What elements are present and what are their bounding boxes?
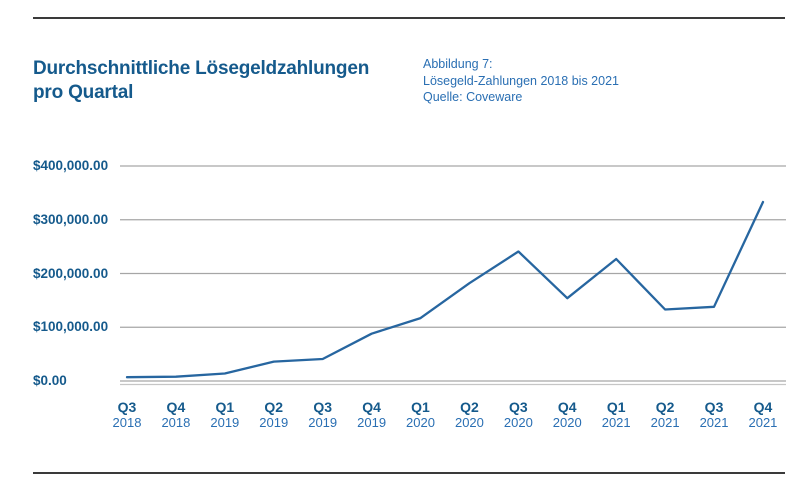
- x-tick-quarter: Q1: [606, 399, 626, 415]
- x-tick-quarter: Q3: [313, 399, 333, 415]
- x-tick-quarter: Q2: [264, 399, 284, 415]
- x-tick-year: 2019: [308, 415, 338, 430]
- x-tick-quarter: Q3: [704, 399, 724, 415]
- x-tick-year: 2020: [454, 415, 484, 430]
- figure-caption-subtitle: Lösegeld-Zahlungen 2018 bis 2021: [423, 73, 619, 88]
- x-tick-label: Q3 2020: [503, 399, 533, 431]
- x-tick-quarter: Q1: [215, 399, 235, 415]
- figure-caption-source: Quelle: Coveware: [423, 90, 523, 104]
- x-tick-year: 2020: [552, 415, 582, 430]
- page-title: Durchschnittliche Lösegeldzahlungen pro …: [33, 57, 369, 105]
- x-tick-label: Q3 2019: [308, 399, 338, 431]
- x-tick-year: 2019: [259, 415, 289, 430]
- x-tick-label: Q2 2020: [454, 399, 484, 431]
- x-tick-year: 2020: [503, 415, 533, 430]
- x-tick-quarter: Q4: [753, 399, 773, 415]
- x-tick-label: Q4 2020: [552, 399, 582, 431]
- page-title-line2: pro Quartal: [33, 82, 134, 103]
- x-tick-quarter: Q2: [460, 399, 479, 415]
- page-title-line1: Durchschnittliche Lösegeldzahlungen: [33, 58, 370, 79]
- x-tick-year: 2020: [406, 415, 435, 430]
- x-tick-year: 2021: [601, 415, 631, 430]
- ransom-payments-data-line: [125, 200, 765, 379]
- x-tick-quarter: Q1: [411, 399, 430, 415]
- x-tick-year: 2021: [748, 415, 778, 430]
- x-tick-quarter: Q2: [655, 399, 675, 415]
- x-tick-label: Q3 2021: [699, 399, 729, 431]
- y-tick-label: $400,000.00: [33, 158, 109, 173]
- x-tick-year: 2019: [210, 415, 240, 430]
- top-divider: [33, 17, 785, 19]
- x-tick-quarter: Q4: [166, 399, 186, 415]
- x-tick-year: 2018: [112, 415, 142, 430]
- x-tick-label: Q1 2020: [406, 399, 435, 431]
- x-tick-label: Q1 2019: [210, 399, 240, 431]
- x-tick-year: 2021: [699, 415, 729, 430]
- x-tick-year: 2018: [161, 415, 191, 430]
- figure-caption: Abbildung 7: Lösegeld-Zahlungen 2018 bis…: [423, 56, 619, 106]
- y-tick-label: $100,000.00: [33, 319, 109, 335]
- y-tick-label: $0.00: [33, 373, 67, 388]
- x-tick-label: Q4 2018: [161, 399, 191, 431]
- y-tick-label: $200,000.00: [33, 265, 109, 281]
- x-tick-quarter: Q3: [117, 399, 137, 415]
- x-tick-quarter: Q3: [509, 399, 528, 415]
- x-tick-quarter: Q4: [557, 399, 577, 415]
- x-tick-label: Q4 2021: [748, 399, 778, 431]
- x-tick-label: Q1 2021: [601, 399, 631, 431]
- x-tick-label: Q2 2021: [650, 399, 680, 431]
- x-tick-quarter: Q4: [362, 399, 381, 415]
- bottom-divider: [33, 472, 785, 474]
- x-tick-year: 2021: [650, 415, 680, 430]
- figure-caption-label: Abbildung 7:: [423, 57, 493, 71]
- x-tick-label: Q3 2018: [112, 399, 142, 431]
- x-tick-label: Q2 2019: [259, 399, 289, 431]
- y-tick-label: $300,000.00: [33, 211, 109, 227]
- x-tick-label: Q4 2019: [357, 399, 387, 431]
- x-tick-year: 2019: [357, 415, 387, 430]
